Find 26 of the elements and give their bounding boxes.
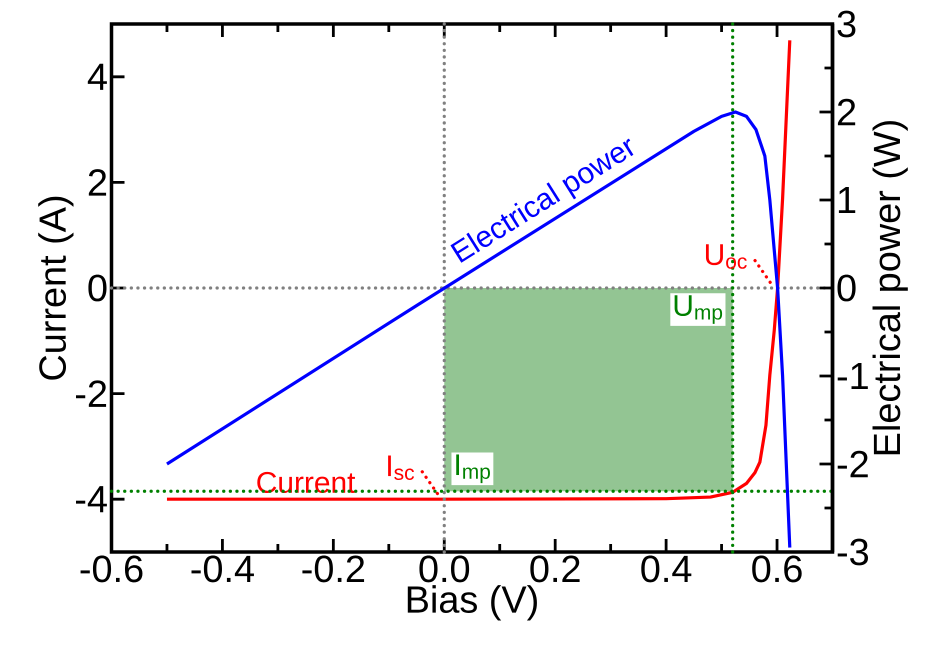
y-tick-label: -4	[76, 486, 107, 512]
x-tick-label: 0.0	[419, 556, 470, 582]
annotation: I$_{sc}$	[388, 456, 414, 480]
x-tick-label: 0.2	[530, 556, 580, 582]
y2-tick-label: 0	[838, 274, 856, 302]
ref-line-label: U$_{mp}$	[674, 295, 722, 324]
x-tick-label: -0.4	[191, 556, 254, 582]
annotation: U$_{oc}$	[706, 244, 747, 269]
x-tick-label: 0.4	[641, 556, 692, 582]
x-tick-label: 0.6	[752, 556, 802, 582]
y2-tick-label: 3	[837, 10, 856, 38]
x-tick-label: -0.2	[302, 556, 364, 582]
x-axis-title: Bias (V)	[408, 585, 537, 620]
ref-line-label: I$_{mp}$	[456, 454, 490, 484]
y-tick-label: 4	[88, 64, 107, 90]
y2-tick-label: 2	[838, 98, 856, 126]
y-axis-title: Current (A)	[38, 196, 74, 380]
y2-tick-label: -1	[838, 362, 868, 390]
y2-axis-title: Electrical power (W)	[872, 121, 908, 454]
y2-tick-label: 1	[838, 186, 856, 214]
y2-tick-label: -2	[838, 450, 868, 478]
y-tick-label: -2	[76, 380, 106, 407]
y-tick-label: 2	[88, 169, 106, 196]
y2-tick-label: -3	[838, 538, 868, 566]
x-tick-label: -0.6	[80, 556, 142, 582]
y-tick-label: 0	[88, 274, 107, 302]
